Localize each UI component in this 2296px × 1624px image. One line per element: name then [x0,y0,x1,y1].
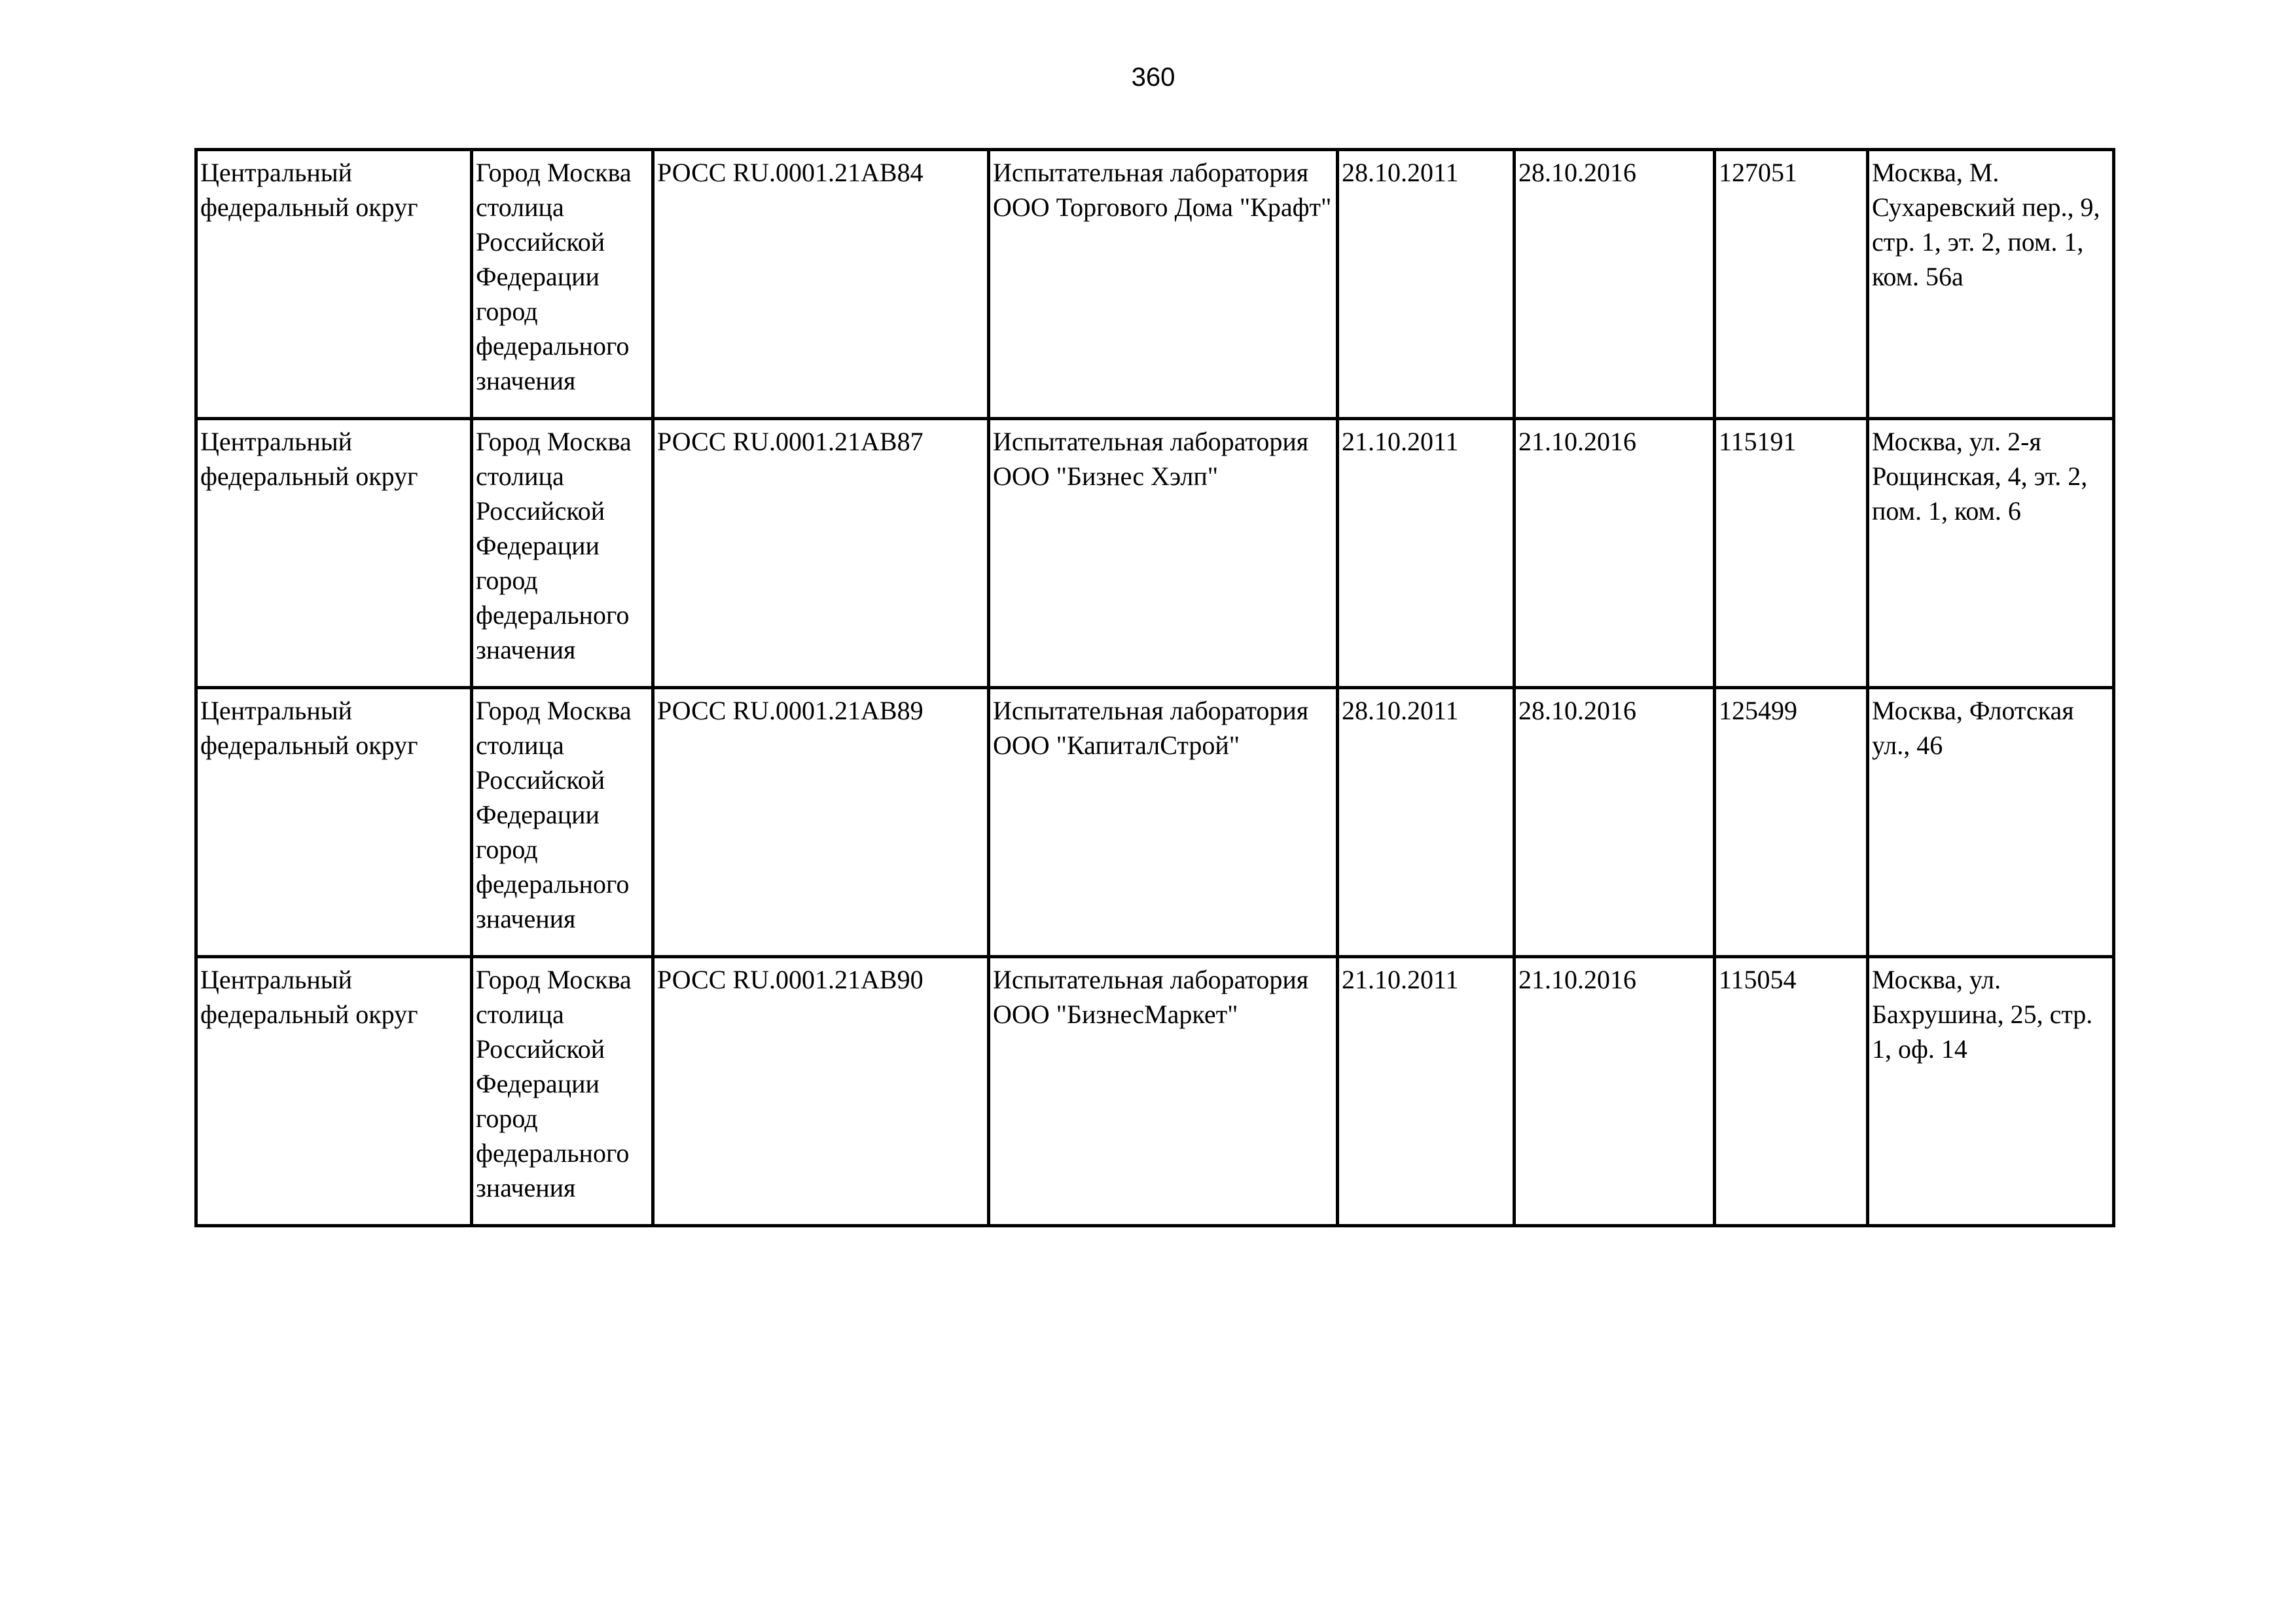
cell-name: Испытательная лаборатория ООО "КапиталСт… [987,686,1339,958]
laboratory-table: Центральный федеральный округ Город Москв… [194,148,2115,1227]
cell-certificate: РОСС RU.0001.21АВ87 [651,417,990,689]
district-text: Центральный федеральный округ [200,696,418,760]
certificate-text: РОСС RU.0001.21АВ90 [657,965,924,994]
cell-certificate: РОСС RU.0001.21АВ84 [651,148,990,420]
postcode-text: 127051 [1719,158,1797,187]
date-from-text: 21.10.2011 [1342,965,1459,994]
cell-region: Город Москва столица Российской Федераци… [470,955,655,1227]
table-row: Центральный федеральный округ Город Москв… [194,417,2115,689]
table-row: Центральный федеральный округ Город Москв… [194,955,2115,1227]
cell-district: Центральный федеральный округ [194,417,473,689]
district-text: Центральный федеральный округ [200,427,418,491]
date-from-text: 28.10.2011 [1342,158,1459,187]
cell-date-to: 28.10.2016 [1513,686,1716,958]
cell-district: Центральный федеральный округ [194,955,473,1227]
cell-name: Испытательная лаборатория ООО "БизнесМар… [987,955,1339,1227]
cell-postcode: 125499 [1713,686,1869,958]
cell-certificate: РОСС RU.0001.21АВ89 [651,686,990,958]
region-text: Город Москва столица Российской Федераци… [476,696,632,933]
certificate-text: РОСС RU.0001.21АВ89 [657,696,924,725]
cell-date-from: 28.10.2011 [1336,686,1516,958]
cell-address: Москва, ул. Бахрушина, 25, стр. 1, оф. 1… [1866,955,2115,1227]
region-text: Город Москва столица Российской Федераци… [476,965,632,1202]
region-text: Город Москва столица Российской Федераци… [476,158,632,395]
date-from-text: 28.10.2011 [1342,696,1459,725]
date-to-text: 21.10.2016 [1518,427,1636,456]
certificate-text: РОСС RU.0001.21АВ84 [657,158,924,187]
district-text: Центральный федеральный округ [200,965,418,1029]
cell-address: Москва, ул. 2-я Рощинская, 4, эт. 2, пом… [1866,417,2115,689]
date-to-text: 28.10.2016 [1518,158,1636,187]
cell-date-from: 21.10.2011 [1336,417,1516,689]
cell-date-to: 21.10.2016 [1513,955,1716,1227]
cell-date-to: 28.10.2016 [1513,148,1716,420]
table-row: Центральный федеральный округ Город Москв… [194,686,2115,958]
address-text: Москва, ул. 2-я Рощинская, 4, эт. 2, пом… [1872,427,2088,526]
cell-postcode: 115054 [1713,955,1869,1227]
date-to-text: 21.10.2016 [1518,965,1636,994]
name-text: Испытательная лаборатория ООО Торгового … [993,158,1332,222]
cell-district: Центральный федеральный округ [194,148,473,420]
date-to-text: 28.10.2016 [1518,696,1636,725]
cell-region: Город Москва столица Российской Федераци… [470,417,655,689]
date-from-text: 21.10.2011 [1342,427,1459,456]
cell-date-from: 28.10.2011 [1336,148,1516,420]
address-text: Москва, Флотская ул., 46 [1872,696,2074,760]
cell-region: Город Москва столица Российской Федераци… [470,148,655,420]
cell-date-from: 21.10.2011 [1336,955,1516,1227]
postcode-text: 115054 [1719,965,1797,994]
district-text: Центральный федеральный округ [200,158,418,222]
cell-postcode: 115191 [1713,417,1869,689]
cell-certificate: РОСС RU.0001.21АВ90 [651,955,990,1227]
region-text: Город Москва столица Российской Федераци… [476,427,632,664]
name-text: Испытательная лаборатория ООО "КапиталСт… [993,696,1309,760]
address-text: Москва, ул. Бахрушина, 25, стр. 1, оф. 1… [1872,965,2093,1064]
name-text: Испытательная лаборатория ООО "Бизнес Хэ… [993,427,1309,491]
cell-address: Москва, Флотская ул., 46 [1866,686,2115,958]
cell-name: Испытательная лаборатория ООО Торгового … [987,148,1339,420]
name-text: Испытательная лаборатория ООО "БизнесМар… [993,965,1309,1029]
cell-name: Испытательная лаборатория ООО "Бизнес Хэ… [987,417,1339,689]
page-number: 360 [1131,63,1175,92]
table-row: Центральный федеральный округ Город Москв… [194,148,2115,420]
cell-region: Город Москва столица Российской Федераци… [470,686,655,958]
cell-date-to: 21.10.2016 [1513,417,1716,689]
certificate-text: РОСС RU.0001.21АВ87 [657,427,924,456]
cell-address: Москва, М. Сухаревский пер., 9, стр. 1, … [1866,148,2115,420]
postcode-text: 115191 [1719,427,1797,456]
postcode-text: 125499 [1719,696,1797,725]
address-text: Москва, М. Сухаревский пер., 9, стр. 1, … [1872,158,2100,291]
cell-postcode: 127051 [1713,148,1869,420]
cell-district: Центральный федеральный округ [194,686,473,958]
